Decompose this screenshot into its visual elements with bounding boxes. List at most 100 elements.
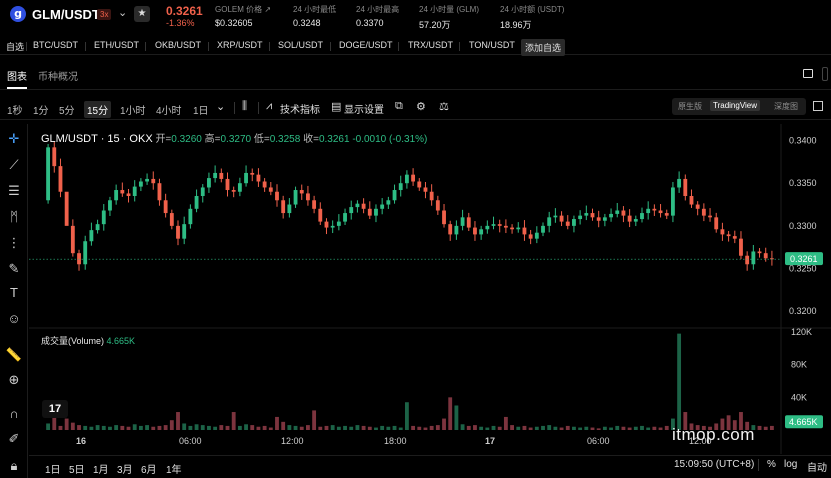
fav-item-sol[interactable]: SOL/USDT xyxy=(278,40,324,50)
volume-bar xyxy=(70,422,75,430)
range-1m[interactable]: 1月 xyxy=(93,465,109,476)
legend-close-label: 收= xyxy=(303,134,319,145)
fav-item-okb[interactable]: OKB/USDT xyxy=(155,40,202,50)
stat-label[interactable]: GOLEM 价格 ↗ xyxy=(215,5,272,14)
stat-index-price: GOLEM 价格 ↗ $0.32605 xyxy=(215,4,271,28)
display-settings-button[interactable]: 显示设置 xyxy=(344,105,384,116)
brush-icon[interactable]: ✎ xyxy=(8,261,20,276)
fav-item-ton[interactable]: TON/USDT xyxy=(469,40,515,50)
volume-bar xyxy=(225,425,230,430)
candle xyxy=(207,178,211,188)
interval-5m[interactable]: 5分 xyxy=(59,106,75,117)
add-favorite-button[interactable]: 添加自选 xyxy=(521,39,566,56)
log-toggle[interactable]: log xyxy=(784,459,798,470)
fav-item-eth[interactable]: ETH/USDT xyxy=(94,40,139,50)
emoji-icon[interactable]: ☺ xyxy=(7,311,21,326)
price-chart[interactable]: 0.3400 0.3350 0.3300 0.3250 0.3200 120K 80K 40K… xyxy=(29,124,831,454)
view-depth[interactable]: 深度图 xyxy=(774,102,798,111)
interval-4h[interactable]: 4小时 xyxy=(156,106,182,117)
candle xyxy=(114,190,119,201)
chevron-down-icon[interactable]: ⌄ xyxy=(216,101,226,113)
volume-bar xyxy=(677,333,682,430)
fib-icon[interactable]: ⋮ xyxy=(7,235,21,250)
range-1d[interactable]: 1日 xyxy=(45,465,61,476)
volume-bar xyxy=(454,405,459,430)
fav-item-trx[interactable]: TRX/USDT xyxy=(408,40,453,50)
volume-bar xyxy=(473,425,477,430)
interval-1m[interactable]: 1分 xyxy=(33,106,49,117)
candle xyxy=(398,183,403,191)
candle xyxy=(349,207,354,214)
fav-item-doge[interactable]: DOGE/USDT xyxy=(339,40,393,50)
text-icon[interactable]: T xyxy=(10,285,18,300)
candle xyxy=(757,251,762,254)
window-icon[interactable] xyxy=(803,69,813,78)
candle xyxy=(695,204,700,209)
candle xyxy=(485,225,490,230)
crosshair-icon[interactable]: ✛ xyxy=(8,131,20,146)
lock-icon[interactable]: 🔒︎ xyxy=(10,458,18,473)
candle xyxy=(448,224,453,235)
volume-bar xyxy=(442,418,446,430)
clock[interactable]: 15:09:50 (UTC+8) xyxy=(674,459,755,470)
view-tradingview[interactable]: TradingView xyxy=(710,100,761,111)
star-icon[interactable]: ★ xyxy=(134,6,150,22)
view-native[interactable]: 原生版 xyxy=(678,102,702,111)
gear-icon[interactable]: ⚙ xyxy=(416,101,426,113)
range-6m[interactable]: 6月 xyxy=(141,465,157,476)
trendline-icon[interactable]: ⟋ xyxy=(9,157,19,172)
candle xyxy=(256,174,261,182)
fav-item-xrp[interactable]: XRP/USDT xyxy=(217,40,263,50)
percent-toggle[interactable]: % xyxy=(767,459,776,470)
volume-bar xyxy=(46,423,51,430)
magnet-icon[interactable]: ∩ xyxy=(9,406,19,421)
volume-bar xyxy=(763,426,768,430)
volume-bar xyxy=(590,427,595,430)
tradingview-logo[interactable]: 17 xyxy=(42,400,68,418)
panel-handle-icon[interactable] xyxy=(822,67,828,81)
indicators-button[interactable]: 技术指标 xyxy=(280,105,320,116)
chevron-down-icon[interactable]: ⌄ xyxy=(118,7,128,19)
volume-bar xyxy=(237,425,242,430)
ruler-icon[interactable]: 📏 xyxy=(5,347,23,362)
time-tick-label: 12:00 xyxy=(281,436,304,446)
layout-icon[interactable]: ⧉ xyxy=(395,100,403,112)
range-3m[interactable]: 3月 xyxy=(117,465,133,476)
candle xyxy=(58,166,63,192)
zoom-in-icon[interactable]: ⊕ xyxy=(8,372,20,387)
volume-bar xyxy=(404,402,409,430)
interval-1s[interactable]: 1秒 xyxy=(7,106,23,117)
tab-overview[interactable]: 币种概况 xyxy=(38,72,78,83)
candle xyxy=(176,225,180,239)
fav-item-btc[interactable]: BTC/USDT xyxy=(33,40,78,50)
favorites-label[interactable]: 自选 xyxy=(6,42,25,52)
candle xyxy=(213,172,218,179)
interval-15m[interactable]: 15分 xyxy=(84,101,112,118)
candle xyxy=(572,219,576,226)
candle xyxy=(708,215,712,218)
auto-toggle[interactable]: 自动 xyxy=(807,463,827,474)
tab-chart[interactable]: 图表 xyxy=(7,72,27,83)
volume-bar xyxy=(609,427,613,430)
interval-1h[interactable]: 1小时 xyxy=(120,106,146,117)
volume-bar xyxy=(701,425,706,430)
interval-1d[interactable]: 1日 xyxy=(193,106,209,117)
volume-bar xyxy=(312,410,317,430)
candle xyxy=(138,181,143,187)
candle xyxy=(287,204,292,214)
expand-icon[interactable] xyxy=(813,101,823,111)
range-1y[interactable]: 1年 xyxy=(166,465,182,476)
candlestick-type-icon[interactable]: ⫼ xyxy=(242,100,248,112)
last-price: 0.3261 xyxy=(166,4,203,18)
candlestick-chart-svg[interactable]: 0.3400 0.3350 0.3300 0.3250 0.3200 120K 80K 40K… xyxy=(29,124,831,454)
candle xyxy=(541,225,545,233)
pair-name[interactable]: GLM/USDT xyxy=(32,7,100,22)
range-5d[interactable]: 5日 xyxy=(69,465,85,476)
pattern-icon[interactable]: ᛗ xyxy=(10,209,18,224)
volume-bar xyxy=(349,426,354,430)
balance-icon[interactable]: ⚖ xyxy=(439,101,449,113)
volume-bar xyxy=(163,425,168,430)
pencil-lock-icon[interactable]: ✐ xyxy=(8,431,20,446)
horizontal-lines-icon[interactable]: ☰ xyxy=(8,183,20,198)
divider xyxy=(234,102,235,114)
